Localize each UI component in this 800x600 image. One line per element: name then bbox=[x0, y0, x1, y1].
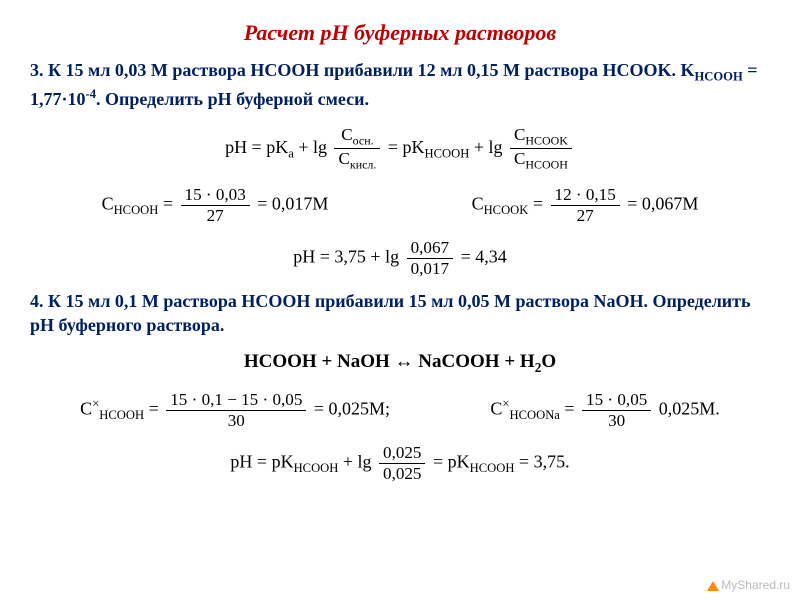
watermark-text: MyShared.ru bbox=[721, 578, 790, 592]
f3m-plus2: + lg bbox=[469, 137, 507, 157]
f3m-f2ns: HCOOK bbox=[525, 133, 568, 147]
f3m-f2d: C bbox=[514, 149, 525, 168]
f3m-f2n: C bbox=[514, 125, 525, 144]
rxn-tail: O bbox=[541, 351, 556, 372]
formula-3-concentrations: CHCOOH = 15 · 0,0327 = 0,017M CHCOOK = 1… bbox=[30, 185, 770, 226]
f4c2-ls: HCOONa bbox=[510, 408, 560, 422]
f3ph-d: 0,017 bbox=[407, 259, 453, 279]
reaction-equation: HCOOH + NaOH ↔ NaCOOH + H2O bbox=[30, 351, 770, 376]
f3m-eq: = pK bbox=[383, 137, 424, 157]
f3m-subh: HCOOH bbox=[425, 147, 470, 161]
f3c1-ls: HCOOH bbox=[114, 203, 159, 217]
f3ph-n: 0,067 bbox=[407, 238, 453, 259]
f4c1-frac: 15 · 0,1 − 15 · 0,0530 bbox=[166, 390, 306, 431]
f4c1-l: C bbox=[80, 399, 92, 419]
f3c2-eq: = bbox=[528, 193, 547, 213]
f4ph-l: pH = pK bbox=[230, 452, 293, 472]
f4c2-eq: = bbox=[560, 399, 579, 419]
f4c1-r: = 0,025M; bbox=[309, 399, 390, 419]
f4ph-frac: 0,0250,025 bbox=[379, 443, 425, 484]
f3m-f1d: C bbox=[338, 149, 349, 168]
f4c1-eq: = bbox=[144, 399, 163, 419]
f3c1-d: 27 bbox=[181, 206, 250, 226]
f3ph-frac: 0,0670,017 bbox=[407, 238, 453, 279]
f3c2-frac: 12 · 0,1527 bbox=[551, 185, 620, 226]
f3m-frac2: CHCOOKCHCOOH bbox=[510, 125, 572, 173]
watermark: MyShared.ru bbox=[707, 578, 790, 592]
formula-4-concentrations: C×HCOOH = 15 · 0,1 − 15 · 0,0530 = 0,025… bbox=[30, 390, 770, 431]
f4c2-lp: × bbox=[502, 397, 509, 411]
f3c1-frac: 15 · 0,0327 bbox=[181, 185, 250, 226]
f4c2-r: 0,025M. bbox=[654, 399, 720, 419]
f4ph-d: 0,025 bbox=[379, 464, 425, 484]
problem-4-text: 4. К 15 мл 0,1 М раствора HCOOH прибавил… bbox=[30, 289, 770, 338]
f4ph-r: = 3,75. bbox=[514, 452, 569, 472]
f3-c-hcook: CHCOOK = 12 · 0,1527 = 0,067M bbox=[472, 185, 699, 226]
rxn-main: HCOOH + NaOH ↔ NaCOOH + H bbox=[244, 351, 535, 372]
problem-3-text: 3. К 15 мл 0,03 М раствора HCOOH прибави… bbox=[30, 58, 770, 111]
play-icon bbox=[707, 581, 719, 591]
p3-part3: . Определить рН буферной смеси. bbox=[96, 89, 369, 109]
f4ph-s1: HCOOH bbox=[294, 461, 339, 475]
f4c2-d: 30 bbox=[582, 411, 651, 431]
f3c1-r: = 0,017M bbox=[253, 193, 329, 213]
f4c2-frac: 15 · 0,0530 bbox=[582, 390, 651, 431]
f3m-f1ds: кисл. bbox=[350, 158, 377, 172]
f4c1-d: 30 bbox=[166, 411, 306, 431]
f3m-f1ns: осн. bbox=[353, 133, 374, 147]
f3c2-d: 27 bbox=[551, 206, 620, 226]
formula-4-ph: pH = pKHCOOH + lg 0,0250,025 = pKHCOOH =… bbox=[30, 443, 770, 484]
f3c1-l: C bbox=[102, 193, 114, 213]
f3m-lhs: pH = pK bbox=[225, 137, 288, 157]
p3-sub: HCOOH bbox=[694, 70, 742, 84]
f3c2-n: 12 · 0,15 bbox=[551, 185, 620, 206]
f4c2-l: C bbox=[490, 399, 502, 419]
f4ph-m: + lg bbox=[338, 452, 376, 472]
f3c1-eq: = bbox=[158, 193, 177, 213]
f3ph-l: pH = 3,75 + lg bbox=[293, 246, 403, 266]
f3ph-r: = 4,34 bbox=[456, 246, 507, 266]
f4c1-ls: HCOOH bbox=[99, 408, 144, 422]
f3c2-ls: HCOOK bbox=[484, 203, 529, 217]
f4ph-n: 0,025 bbox=[379, 443, 425, 464]
page-title: Расчет рН буферных растворов bbox=[30, 20, 770, 46]
f3c1-n: 15 · 0,03 bbox=[181, 185, 250, 206]
f3m-frac1: Cосн.Cкисл. bbox=[334, 125, 380, 173]
f3m-f1n: C bbox=[341, 125, 352, 144]
f3c2-r: = 0,067M bbox=[623, 193, 699, 213]
f4-c-hcooh: C×HCOOH = 15 · 0,1 − 15 · 0,0530 = 0,025… bbox=[80, 390, 390, 431]
formula-3-main: pH = pKa + lg Cосн.Cкисл. = pKHCOOH + lg… bbox=[30, 125, 770, 173]
f3c2-l: C bbox=[472, 193, 484, 213]
f4c1-n: 15 · 0,1 − 15 · 0,05 bbox=[166, 390, 306, 411]
f3m-plus: + lg bbox=[294, 137, 332, 157]
f4c2-n: 15 · 0,05 bbox=[582, 390, 651, 411]
p3-part1: 3. К 15 мл 0,03 М раствора HCOOH прибави… bbox=[30, 60, 694, 80]
f3-c-hcooh: CHCOOH = 15 · 0,0327 = 0,017M bbox=[102, 185, 329, 226]
f3m-f2ds: HCOOH bbox=[525, 158, 568, 172]
f4ph-s2: HCOOH bbox=[470, 461, 515, 475]
f4-c-hcoona: C×HCOONa = 15 · 0,0530 0,025M. bbox=[490, 390, 719, 431]
formula-3-ph: pH = 3,75 + lg 0,0670,017 = 4,34 bbox=[30, 238, 770, 279]
p3-sup: -4 bbox=[86, 87, 97, 101]
f4ph-eq: = pK bbox=[428, 452, 469, 472]
